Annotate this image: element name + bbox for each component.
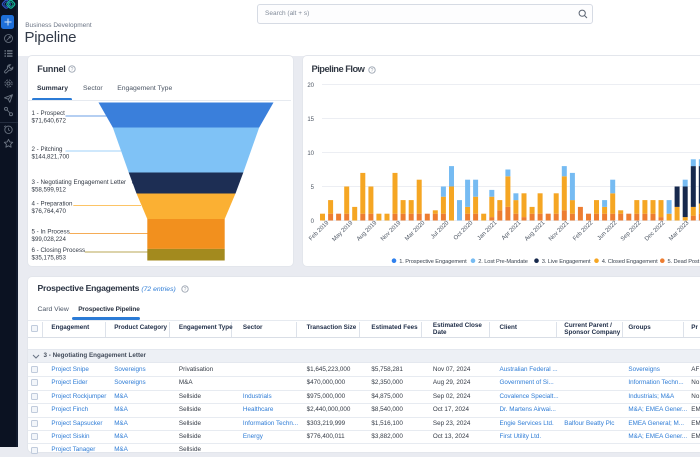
svg-text:$35,175,853: $35,175,853	[31, 254, 66, 261]
svg-text:$76,764,470: $76,764,470	[31, 207, 66, 214]
svg-text:5. Dead Post: 5. Dead Post	[668, 258, 700, 264]
svg-text:Jun 2022: Jun 2022	[597, 219, 619, 241]
svg-text:4 - Preparation: 4 - Preparation	[31, 200, 72, 207]
svg-text:$71,640,672: $71,640,672	[31, 117, 66, 124]
svg-text:Oct 2020: Oct 2020	[453, 219, 475, 241]
svg-text:Jan 2021: Jan 2021	[477, 219, 499, 241]
svg-text:$144,821,700: $144,821,700	[31, 153, 69, 160]
svg-text:3 - Negotiating Engagement Let: 3 - Negotiating Engagement Letter	[31, 179, 126, 186]
svg-text:1 - Prospect: 1 - Prospect	[31, 109, 65, 116]
svg-text:May 2019: May 2019	[332, 219, 355, 242]
svg-text:Mar 2020: Mar 2020	[404, 219, 427, 242]
svg-text:Jul 2020: Jul 2020	[430, 219, 451, 240]
svg-text:Dec 2022: Dec 2022	[644, 219, 667, 242]
svg-text:$99,028,224: $99,028,224	[31, 235, 66, 242]
svg-text:Nov 2021: Nov 2021	[548, 219, 571, 242]
svg-text:Mar 2023: Mar 2023	[668, 219, 691, 242]
svg-text:2 - Pitching: 2 - Pitching	[31, 146, 63, 153]
svg-text:5: 5	[311, 184, 315, 190]
svg-text:2. Lost Pre-Mandate: 2. Lost Pre-Mandate	[478, 258, 528, 264]
svg-text:Nov 2019: Nov 2019	[380, 219, 403, 242]
svg-text:5 - In Process: 5 - In Process	[31, 228, 69, 235]
svg-text:Apr 2021: Apr 2021	[501, 219, 523, 241]
svg-text:3. Live Engagement: 3. Live Engagement	[542, 258, 591, 264]
svg-text:10: 10	[307, 150, 314, 156]
svg-text:Aug 2019: Aug 2019	[356, 219, 379, 242]
svg-text:$58,599,912: $58,599,912	[31, 186, 66, 193]
svg-text:20: 20	[307, 82, 314, 88]
svg-text:0: 0	[311, 218, 315, 224]
svg-text:?: ?	[183, 287, 186, 293]
svg-text:?: ?	[370, 68, 373, 74]
svg-text:Sep 2022: Sep 2022	[620, 219, 643, 242]
svg-text:?: ?	[70, 67, 73, 73]
svg-text:6 - Closing Process: 6 - Closing Process	[31, 247, 85, 254]
svg-text:Aug 2021: Aug 2021	[524, 219, 547, 242]
svg-text:15: 15	[307, 116, 314, 122]
svg-text:Feb 2022: Feb 2022	[572, 219, 595, 242]
svg-text:4. Closed Engagement: 4. Closed Engagement	[602, 258, 658, 264]
svg-text:1. Prospective Engagement: 1. Prospective Engagement	[399, 258, 467, 264]
